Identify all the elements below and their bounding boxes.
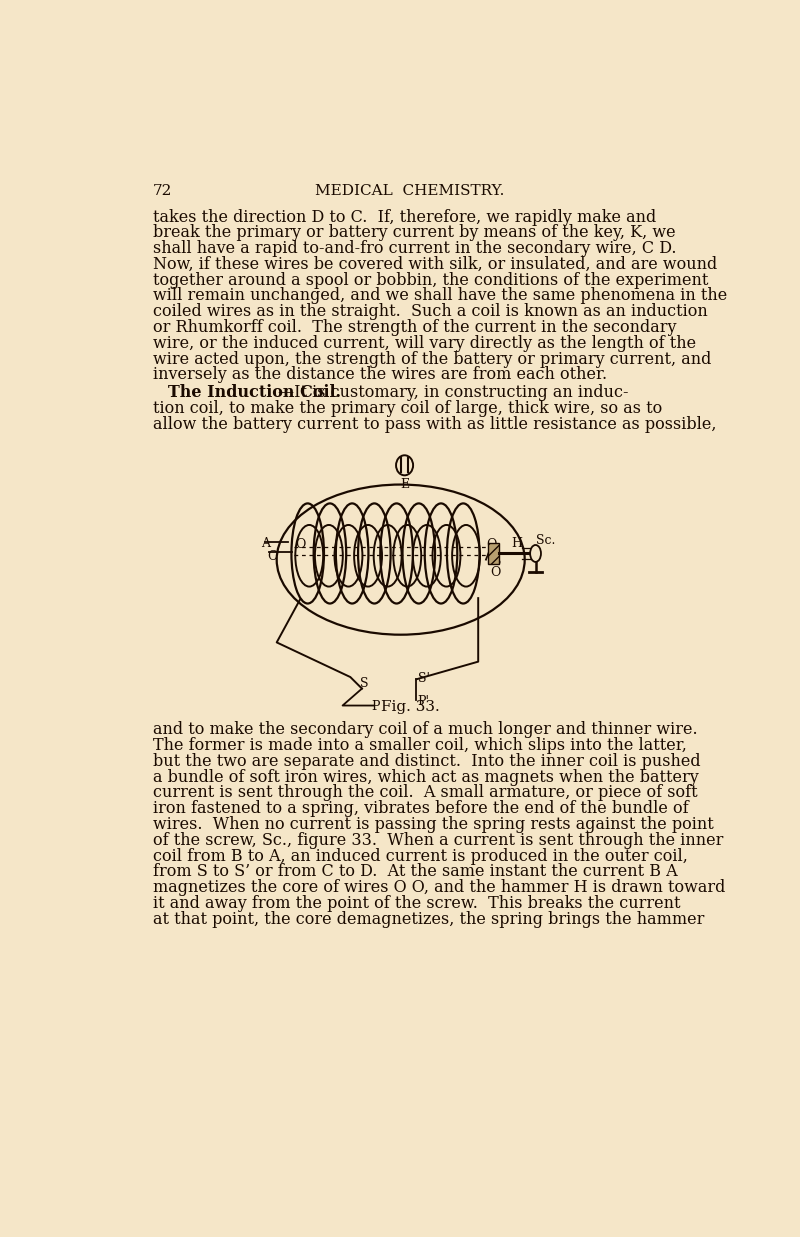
Text: from S to S’ or from C to D.  At the same instant the current B A: from S to S’ or from C to D. At the same… <box>153 863 678 881</box>
Text: H: H <box>511 537 522 549</box>
Text: O: O <box>486 538 496 550</box>
Text: E: E <box>400 479 409 491</box>
Text: C: C <box>267 549 277 563</box>
Text: iron fastened to a spring, vibrates before the end of the bundle of: iron fastened to a spring, vibrates befo… <box>153 800 688 818</box>
Text: Now, if these wires be covered with silk, or insulated, and are wound: Now, if these wires be covered with silk… <box>153 256 717 273</box>
Text: inversely as the distance the wires are from each other.: inversely as the distance the wires are … <box>153 366 607 383</box>
Text: tion coil, to make the primary coil of large, thick wire, so as to: tion coil, to make the primary coil of l… <box>153 401 662 417</box>
Text: and to make the secondary coil of a much longer and thinner wire.: and to make the secondary coil of a much… <box>153 721 698 738</box>
Text: S': S' <box>418 672 430 684</box>
Text: Sc.: Sc. <box>536 534 556 547</box>
Text: at that point, the core demagnetizes, the spring brings the hammer: at that point, the core demagnetizes, th… <box>153 910 704 928</box>
Text: break the primary or battery current by means of the key, K, we: break the primary or battery current by … <box>153 224 675 241</box>
Text: or Rhumkorff coil.  The strength of the current in the secondary: or Rhumkorff coil. The strength of the c… <box>153 319 676 336</box>
Text: a bundle of soft iron wires, which act as magnets when the battery: a bundle of soft iron wires, which act a… <box>153 768 698 785</box>
Text: coiled wires as in the straight.  Such a coil is known as an induction: coiled wires as in the straight. Such a … <box>153 303 707 320</box>
Text: wires.  When no current is passing the spring rests against the point: wires. When no current is passing the sp… <box>153 816 714 833</box>
Text: Fig. 33.: Fig. 33. <box>381 700 439 714</box>
Text: takes the direction D to C.  If, therefore, we rapidly make and: takes the direction D to C. If, therefor… <box>153 209 656 225</box>
Text: The former is made into a smaller coil, which slips into the latter,: The former is made into a smaller coil, … <box>153 737 686 755</box>
Text: it and away from the point of the screw.  This breaks the current: it and away from the point of the screw.… <box>153 894 680 912</box>
Text: coil from B to A, an induced current is produced in the outer coil,: coil from B to A, an induced current is … <box>153 847 687 865</box>
Text: allow the battery current to pass with as little resistance as possible,: allow the battery current to pass with a… <box>153 416 716 433</box>
Ellipse shape <box>530 546 541 562</box>
Text: of the screw, Sc., figure 33.  When a current is sent through the inner: of the screw, Sc., figure 33. When a cur… <box>153 831 723 849</box>
Text: wire, or the induced current, will vary directly as the length of the: wire, or the induced current, will vary … <box>153 335 696 351</box>
Text: 72: 72 <box>153 184 172 198</box>
Text: will remain unchanged, and we shall have the same phenomena in the: will remain unchanged, and we shall have… <box>153 287 727 304</box>
Text: The Induction Coil.: The Induction Coil. <box>168 385 341 402</box>
Text: B: B <box>491 555 501 568</box>
Bar <box>488 543 499 564</box>
Text: but the two are separate and distinct.  Into the inner coil is pushed: but the two are separate and distinct. I… <box>153 753 700 769</box>
Text: current is sent through the coil.  A small armature, or piece of soft: current is sent through the coil. A smal… <box>153 784 698 802</box>
Text: —It is customary, in constructing an induc-: —It is customary, in constructing an ind… <box>278 385 629 402</box>
Text: wire acted upon, the strength of the battery or primary current, and: wire acted upon, the strength of the bat… <box>153 350 711 367</box>
Text: S: S <box>361 677 369 690</box>
Text: O: O <box>295 538 306 550</box>
Text: MEDICAL  CHEMISTRY.: MEDICAL CHEMISTRY. <box>315 184 505 198</box>
Text: magnetizes the core of wires O O, and the hammer H is drawn toward: magnetizes the core of wires O O, and th… <box>153 880 725 896</box>
Text: O: O <box>490 565 500 579</box>
Text: P: P <box>371 700 380 714</box>
Text: together around a spool or bobbin, the conditions of the experiment: together around a spool or bobbin, the c… <box>153 272 708 288</box>
Text: P': P' <box>418 695 430 708</box>
Text: A: A <box>262 537 270 549</box>
Text: shall have a rapid to-and-fro current in the secondary wire, C D.: shall have a rapid to-and-fro current in… <box>153 240 676 257</box>
